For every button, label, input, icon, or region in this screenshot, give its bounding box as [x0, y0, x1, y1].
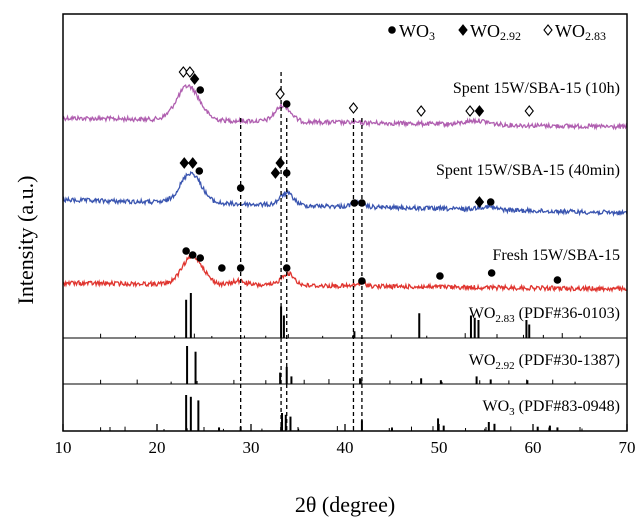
marker-2-8 — [487, 269, 496, 277]
marker-1-0 — [179, 157, 189, 169]
legend-entry-1: WO2.92 — [470, 21, 521, 43]
legend-sub: 2.83 — [585, 29, 606, 43]
marker-0-9 — [474, 105, 485, 117]
marker-2-6 — [358, 277, 366, 285]
marker-2-0 — [182, 247, 190, 255]
marker-1-8 — [358, 199, 366, 207]
legend-label: WO — [399, 21, 429, 41]
marker-1-5 — [275, 157, 285, 169]
ref-label-sub: 3 — [509, 406, 515, 418]
legend-marker-0 — [388, 26, 396, 34]
marker-2-1 — [188, 251, 197, 259]
series-label-0: Spent 15W/SBA-15 (10h) — [453, 80, 620, 97]
x-tick-label-6: 70 — [619, 438, 636, 457]
x-tick-label-1: 20 — [149, 438, 166, 457]
y-axis-title: Intensity (a.u.) — [13, 176, 38, 305]
legend-label: WO — [470, 21, 500, 41]
x-tick-label-5: 60 — [525, 438, 542, 457]
marker-0-2 — [189, 73, 200, 85]
legend-sub: 2.92 — [500, 29, 521, 43]
ref-label-rest: (PDF#83-0948) — [515, 398, 620, 415]
marker-0-5 — [282, 100, 291, 108]
marker-1-7 — [350, 199, 359, 207]
marker-2-7 — [436, 272, 444, 280]
legend-label: WO — [555, 21, 585, 41]
series-label-1: Spent 15W/SBA-15 (40min) — [436, 162, 620, 179]
marker-2-3 — [218, 264, 226, 272]
marker-2-4 — [236, 264, 245, 272]
marker-1-9 — [474, 196, 485, 208]
marker-1-3 — [236, 184, 245, 192]
ref-label-4: WO2.92 (PDF#30-1387) — [469, 352, 620, 372]
marker-0-6 — [348, 102, 359, 114]
legend-marker-1 — [458, 24, 468, 36]
ref-label-sub: 2.92 — [495, 360, 514, 372]
marker-0-0 — [178, 66, 189, 78]
ref-label-rest: (PDF#30-1387) — [515, 352, 620, 369]
xrd-curves — [62, 84, 628, 293]
marker-2-2 — [196, 254, 205, 262]
xrd-line-1 — [62, 170, 628, 218]
x-axis-title: 2θ (degree) — [295, 492, 395, 517]
marker-0-1 — [185, 66, 195, 78]
marker-0-7 — [416, 105, 426, 117]
xrd-line-0 — [62, 84, 628, 131]
legend-entry-0: WO3 — [399, 21, 435, 43]
marker-0-8 — [465, 105, 475, 117]
marker-2-9 — [553, 276, 562, 284]
x-tick-label-0: 10 — [55, 438, 72, 457]
legend-entry-2: WO2.83 — [555, 21, 606, 43]
marker-2-5 — [282, 264, 291, 272]
legend-sub: 3 — [429, 29, 435, 43]
legend: WO3 WO2.92 WO2.83 — [388, 21, 606, 43]
ref-label-main: WO — [469, 352, 496, 369]
ref-label-rest: (PDF#36-0103) — [515, 305, 620, 322]
marker-0-10 — [524, 105, 534, 117]
marker-1-4 — [270, 167, 281, 179]
ref-label-main: WO — [469, 305, 496, 322]
x-tick-label-3: 40 — [337, 438, 354, 457]
marker-0-3 — [196, 86, 205, 94]
series-label-2: Fresh 15W/SBA-15 — [492, 247, 620, 264]
x-tick-label-4: 50 — [431, 438, 448, 457]
x-tick-label-2: 30 — [243, 438, 260, 457]
marker-1-10 — [486, 198, 495, 206]
marker-0-4 — [275, 88, 285, 100]
xrd-line-2 — [62, 252, 628, 293]
axes: 10 20 30 40 50 60 70 — [55, 13, 636, 457]
ref-label-main: WO — [483, 398, 510, 415]
marker-1-1 — [188, 157, 198, 169]
marker-1-2 — [195, 167, 204, 175]
series-labels: Spent 15W/SBA-15 (10h) Spent 15W/SBA-15 (… — [436, 80, 620, 418]
ref-label-5: WO3 (PDF#83-0948) — [483, 398, 621, 418]
ref-label-3: WO2.83 (PDF#36-0103) — [469, 305, 620, 325]
ref-label-sub: 2.83 — [495, 313, 515, 325]
reference-patterns — [63, 293, 627, 431]
marker-1-6 — [282, 169, 291, 177]
phase-markers — [178, 66, 562, 285]
legend-marker-2 — [543, 24, 553, 36]
